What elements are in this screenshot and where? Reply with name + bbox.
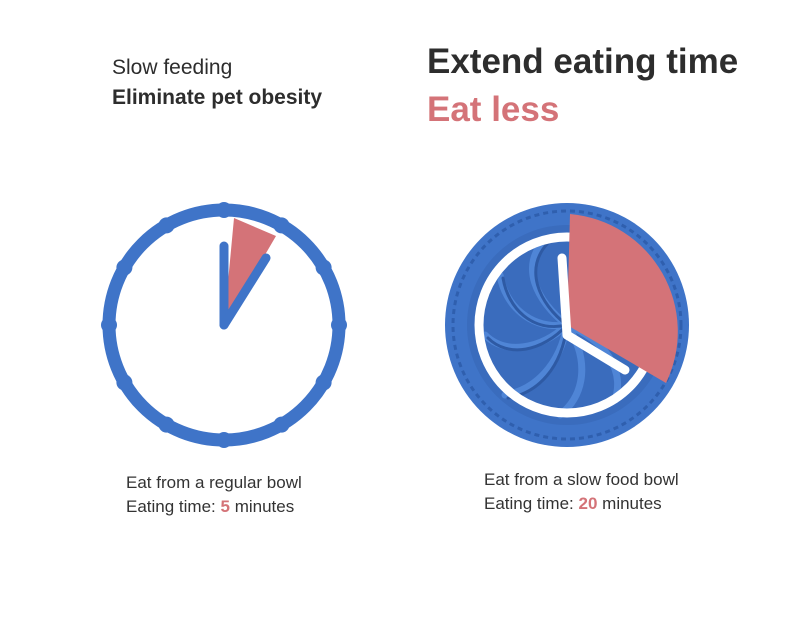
bowl-hand-short xyxy=(562,330,630,375)
clock-hand-short xyxy=(219,253,271,330)
eating-time-unit: minutes xyxy=(602,494,662,513)
slow-bowl-eating-time: Eating time: 20 minutes xyxy=(484,492,679,516)
headline-accent: Eat less xyxy=(427,90,560,129)
clock-tick-dots xyxy=(101,202,347,448)
headline-title: Extend eating time xyxy=(427,42,739,81)
slow-feeder-bowl-icon xyxy=(445,203,689,447)
regular-bowl-eating-time: Eating time: 5 minutes xyxy=(126,495,302,519)
eating-time-value: 5 xyxy=(220,497,230,516)
regular-bowl-caption: Eat from a regular bowl xyxy=(126,473,302,492)
elapsed-time-wedge-20-min xyxy=(567,214,678,383)
bowl-hand-long xyxy=(557,253,572,340)
slow-feeding-label: Slow feeding xyxy=(112,56,233,79)
eating-time-value: 20 xyxy=(578,494,598,513)
slow-bowl-caption: Eat from a slow food bowl xyxy=(484,470,679,489)
eating-time-label: Eating time: xyxy=(484,494,574,513)
regular-bowl-caption-block: Eat from a regular bowl Eating time: 5 m… xyxy=(126,471,302,519)
eating-time-unit: minutes xyxy=(234,497,295,516)
slow-bowl-caption-block: Eat from a slow food bowl Eating time: 2… xyxy=(484,468,679,516)
eating-time-label: Eating time: xyxy=(126,497,216,516)
clock-icon xyxy=(101,202,347,448)
eliminate-obesity-label: Eliminate pet obesity xyxy=(112,86,323,109)
